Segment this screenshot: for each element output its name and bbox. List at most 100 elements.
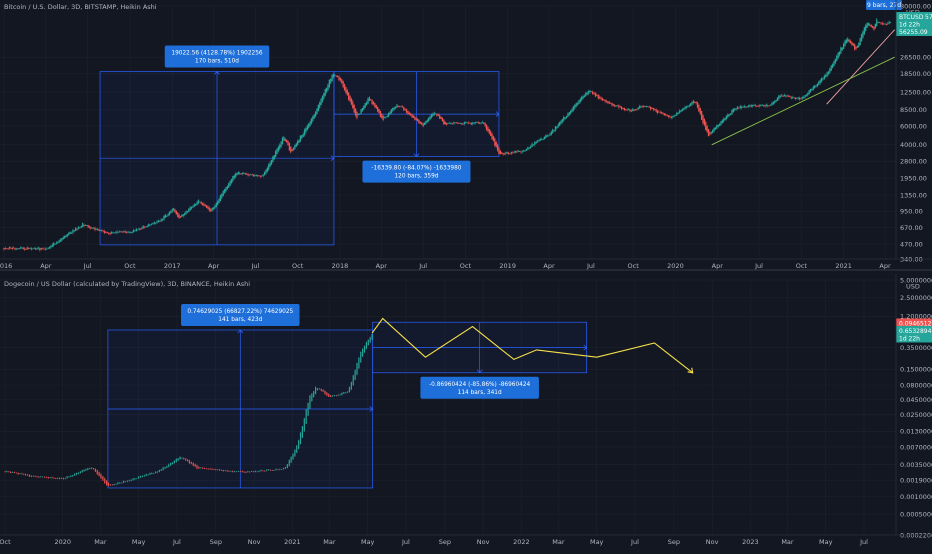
candle	[143, 226, 146, 228]
candle	[521, 151, 524, 153]
candle	[430, 114, 433, 118]
candle	[159, 221, 161, 223]
x-tick-label: Mar	[94, 538, 107, 546]
y-tick-label: 0.04500000	[900, 396, 932, 404]
candle	[207, 206, 209, 210]
candle	[190, 206, 193, 209]
candle	[126, 232, 128, 233]
price-tag-text: 1d 22h	[899, 21, 920, 28]
candle	[45, 476, 48, 478]
candle	[782, 95, 784, 97]
candle	[410, 113, 412, 116]
candle	[203, 203, 205, 207]
candle	[281, 469, 283, 470]
candle	[622, 107, 624, 109]
measure_down-arrow-h	[495, 111, 500, 117]
candle	[760, 104, 762, 106]
candle	[801, 96, 803, 100]
candle	[490, 131, 492, 136]
candle	[830, 65, 832, 71]
candle	[80, 225, 82, 228]
candle	[284, 138, 286, 141]
candle	[143, 475, 145, 477]
candle	[17, 472, 19, 475]
candle	[70, 232, 73, 234]
candle	[712, 129, 714, 133]
candle	[841, 47, 843, 51]
candle	[503, 153, 506, 155]
candle	[87, 468, 89, 470]
candle	[260, 469, 262, 472]
candle	[673, 115, 675, 117]
candle	[757, 105, 759, 107]
candle	[3, 248, 5, 250]
candle	[328, 79, 331, 88]
candle	[524, 150, 526, 152]
candle	[867, 23, 870, 26]
candle	[426, 119, 428, 123]
candle	[534, 142, 536, 145]
candle	[706, 125, 708, 133]
candle	[684, 106, 686, 110]
candle	[427, 117, 430, 122]
candle	[415, 118, 417, 120]
candle	[443, 119, 445, 125]
candle	[265, 169, 267, 174]
candle	[161, 219, 164, 221]
candle	[683, 108, 685, 110]
candle	[122, 480, 125, 483]
candle	[725, 115, 728, 119]
candle	[732, 108, 734, 112]
candle	[637, 107, 639, 110]
candle	[160, 469, 162, 471]
candle	[288, 143, 291, 151]
candle	[126, 480, 128, 482]
candle	[437, 114, 439, 116]
candle	[90, 467, 93, 469]
candle	[348, 92, 350, 100]
candle	[192, 462, 194, 466]
candle	[230, 179, 233, 184]
candle	[345, 87, 347, 94]
candle	[57, 477, 59, 479]
candle	[95, 228, 98, 230]
candle	[215, 469, 217, 471]
candle	[32, 248, 34, 250]
candle	[865, 25, 867, 31]
candle	[444, 121, 446, 125]
candle	[72, 229, 74, 233]
candle	[367, 98, 369, 104]
candle	[809, 88, 812, 93]
candle	[101, 230, 103, 231]
candle	[316, 108, 318, 114]
candle	[379, 110, 382, 117]
candle	[721, 120, 723, 124]
candle	[243, 172, 245, 174]
x-tick-label: Apr	[879, 262, 891, 270]
candle	[10, 471, 12, 473]
doge-panel[interactable]: 5.00000000 2.50000000 1.20000000 0.35000000…	[0, 274, 932, 546]
y-tick-label: 1.20000000	[900, 313, 932, 321]
candle	[626, 109, 628, 111]
candle	[825, 74, 827, 78]
candle	[326, 392, 328, 396]
candle	[28, 248, 30, 250]
candle	[153, 473, 155, 474]
candle	[319, 102, 321, 108]
candle	[694, 101, 696, 103]
candle	[188, 208, 190, 212]
candle	[339, 78, 342, 81]
candle	[754, 105, 757, 107]
candle	[112, 232, 114, 234]
x-tick-label: Apr	[208, 262, 220, 270]
btc-panel[interactable]: 80000.00 26500.00 18500.00 12500.00 8500.00 6…	[0, 0, 932, 270]
candle	[205, 468, 208, 470]
y-unit-label: USD	[906, 283, 920, 291]
candle	[363, 105, 365, 110]
candle	[674, 115, 677, 117]
price-tag	[896, 318, 932, 328]
candle	[700, 110, 703, 120]
candle	[337, 394, 339, 396]
candle	[79, 227, 81, 229]
candle	[603, 99, 605, 101]
